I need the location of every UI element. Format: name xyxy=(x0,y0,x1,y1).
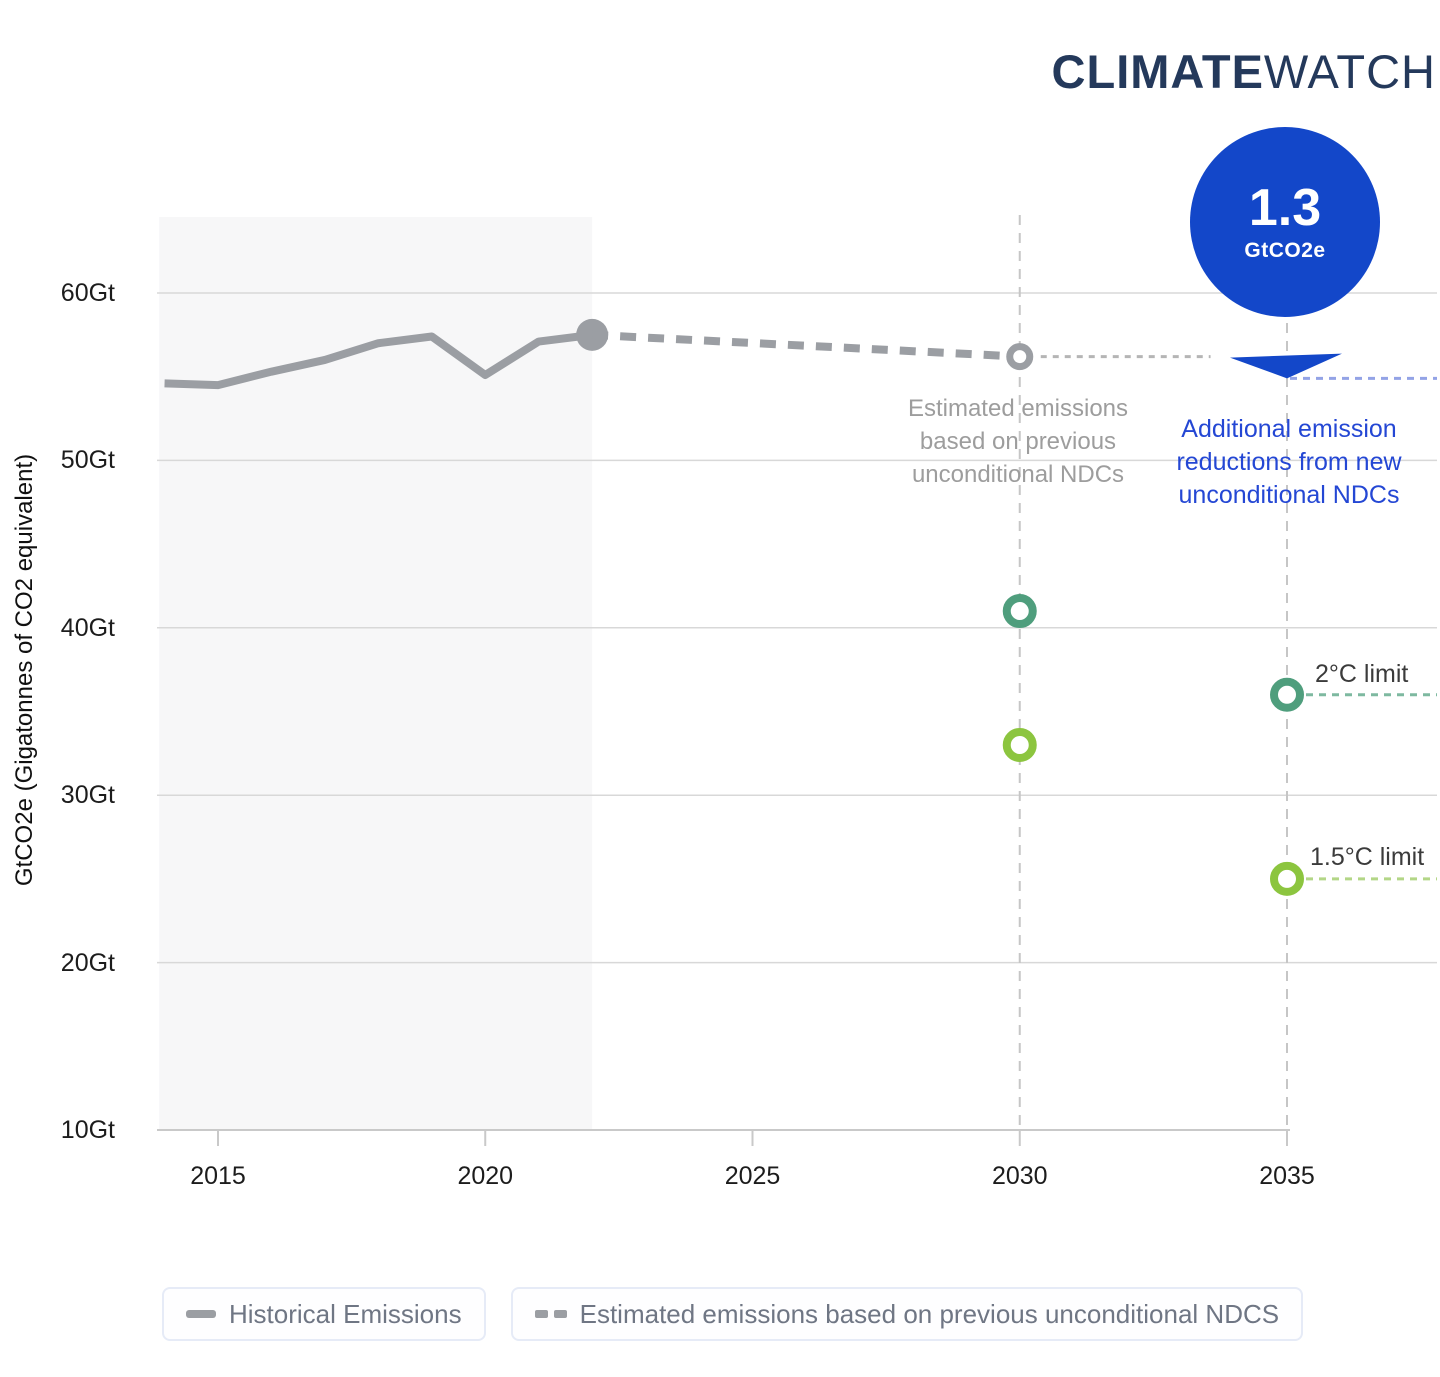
estimated-2030-open-dot[interactable] xyxy=(1006,343,1034,371)
logo-watch-text: WATCH xyxy=(1263,45,1436,98)
historical-period-shading xyxy=(159,217,593,1130)
x-tick-label-2035: 2035 xyxy=(1259,1162,1315,1190)
emissions-chart-canvas xyxy=(157,215,1437,1146)
legend-item-label: Estimated emissions based on previous un… xyxy=(579,1298,1280,1329)
y-tick-label-10Gt: 10Gt xyxy=(60,1116,115,1144)
y-tick-label-30Gt: 30Gt xyxy=(60,781,115,810)
estimated-emissions-line xyxy=(591,330,1020,361)
annotation-line: unconditional NDCs xyxy=(1178,481,1400,509)
legend-item-label: Historical Emissions xyxy=(229,1298,462,1329)
target-marker-2030-41gt[interactable] xyxy=(1002,594,1037,629)
y-tick-label-50Gt: 50Gt xyxy=(60,446,115,475)
previous-ndc-annotation: Estimated emissions based on previous un… xyxy=(828,392,1208,491)
y-axis-title: GtCO2e (Gigatonnes of CO2 equivalent) xyxy=(11,453,38,887)
solid-line-swatch-icon xyxy=(186,1310,216,1318)
x-tick-label-2020: 2020 xyxy=(457,1162,514,1190)
target-marker-2035-25gt[interactable] xyxy=(1270,861,1304,896)
x-tick-label-2030: 2030 xyxy=(991,1162,1048,1190)
target-marker-2035-36gt[interactable] xyxy=(1270,677,1304,712)
annotation-line: based on previous xyxy=(919,428,1117,455)
historical-emissions-line xyxy=(164,330,593,390)
reduction-badge-value: 1.3 xyxy=(1248,178,1322,237)
y-tick-label-20Gt: 20Gt xyxy=(60,948,115,977)
x-tick-label-2025: 2025 xyxy=(724,1162,781,1190)
y-tick-label-60Gt: 60Gt xyxy=(60,279,115,307)
reduction-arrow-icon xyxy=(1230,353,1342,379)
annotation-line: Additional emission xyxy=(1181,415,1397,443)
new-ndc-annotation: Additional emission reductions from new … xyxy=(1124,413,1440,512)
legend-item-historical[interactable]: Historical Emissions xyxy=(162,1287,486,1341)
reduction-badge-unit: GtCO2e xyxy=(1244,239,1326,263)
dashed-line-swatch-icon xyxy=(534,1310,567,1318)
logo-climate-text: CLIMATE xyxy=(1051,45,1264,98)
limit-2c-label: 2°C limit xyxy=(1315,660,1409,688)
annotation-line: reductions from new xyxy=(1176,448,1402,476)
climate-watch-logo[interactable]: CLIMATEWATCH xyxy=(1052,44,1436,99)
y-tick-label-40Gt: 40Gt xyxy=(60,613,115,642)
legend-item-estimated[interactable]: Estimated emissions based on previous un… xyxy=(510,1287,1304,1341)
target-marker-2030-33gt[interactable] xyxy=(1002,727,1037,762)
chart-legend: Historical Emissions Estimated emissions… xyxy=(162,1287,1304,1341)
reduction-badge: 1.3 GtCO2e xyxy=(1190,127,1380,317)
annotation-line: unconditional NDCs xyxy=(911,461,1125,488)
annotation-line: Estimated emissions xyxy=(907,395,1129,422)
x-tick-label-2015: 2015 xyxy=(190,1162,246,1190)
limit-15c-label: 1.5°C limit xyxy=(1310,843,1425,871)
